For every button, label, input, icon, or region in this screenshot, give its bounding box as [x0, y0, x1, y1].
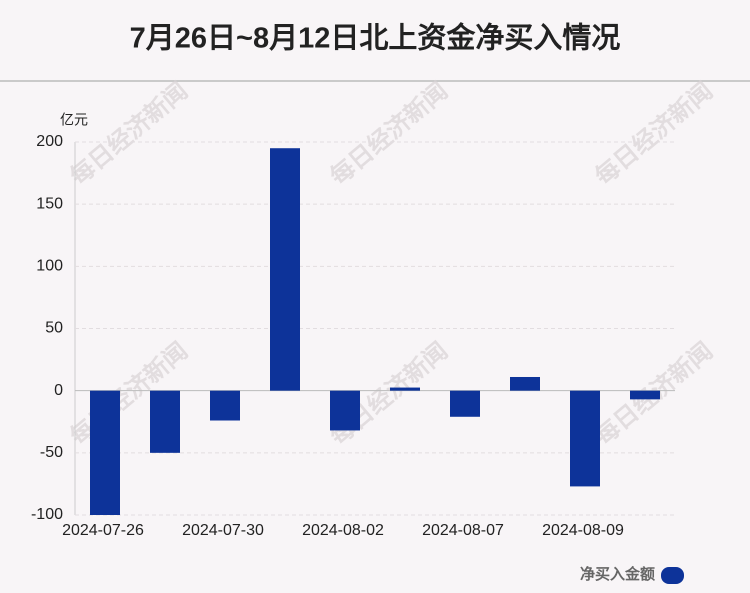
x-tick-label: 2024-08-09: [542, 522, 624, 539]
y-tick-label: -100: [31, 506, 63, 523]
unit-label: 亿元: [60, 112, 88, 128]
y-tick-label: 200: [36, 133, 63, 150]
bar: [390, 387, 420, 391]
y-tick-label: 100: [36, 258, 63, 275]
x-tick-label: 2024-08-02: [302, 522, 384, 539]
y-tick-label: 150: [36, 195, 63, 212]
legend-swatch: [661, 567, 684, 584]
x-tick-label: 2024-08-07: [422, 522, 504, 539]
bar: [630, 390, 660, 400]
x-tick-label: 2024-07-26: [62, 522, 144, 539]
bar: [570, 390, 600, 487]
bar: [210, 390, 240, 421]
bar: [90, 390, 120, 515]
bar: [330, 390, 360, 431]
bar: [150, 390, 180, 453]
bar: [270, 148, 300, 391]
bar: [450, 390, 480, 417]
y-tick-label: -50: [40, 444, 63, 461]
legend-label: 净买入金额: [580, 565, 655, 583]
chart-title: 7月26日~8月12日北上资金净买入情况: [130, 21, 621, 55]
bar: [510, 376, 540, 391]
x-tick-label: 2024-07-30: [182, 522, 264, 539]
y-tick-label: 0: [54, 382, 63, 399]
y-tick-label: 50: [45, 320, 63, 337]
